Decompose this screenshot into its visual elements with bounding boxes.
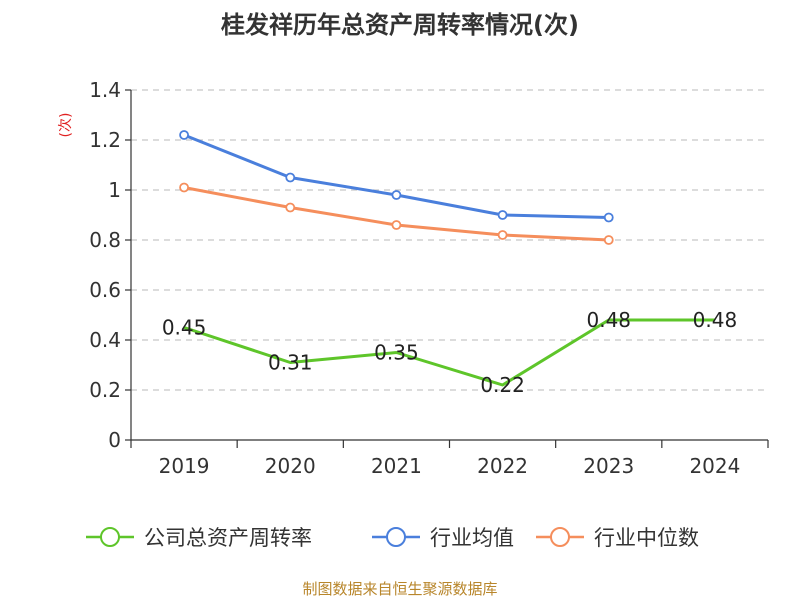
- x-tick-label: 2019: [159, 454, 210, 478]
- chart-title: 桂发祥历年总资产周转率情况(次): [221, 11, 579, 39]
- data-label-0-3: 0.22: [480, 373, 525, 397]
- legend-swatch-marker: [550, 527, 570, 547]
- source-note: 制图数据来自恒生聚源数据库: [302, 580, 497, 598]
- y-tick-label: 0.8: [89, 228, 121, 252]
- legend-item-1[interactable]: 行业均值: [372, 526, 514, 550]
- series-point-1-3: [497, 210, 508, 220]
- data-label-0-2: 0.35: [374, 341, 419, 365]
- legend-swatch-marker: [386, 527, 406, 547]
- data-label-0-0: 0.45: [162, 316, 207, 340]
- series-point-2-3: [497, 230, 508, 240]
- y-tick-label: 0.2: [89, 378, 121, 402]
- x-tick-label: 2024: [689, 454, 740, 478]
- series: [179, 130, 715, 387]
- series-point-2-4: [603, 235, 614, 245]
- legend-label: 行业均值: [430, 526, 514, 550]
- y-tick-label: 0.6: [89, 278, 121, 302]
- data-label-0-4: 0.48: [586, 308, 631, 332]
- y-tick-label: 1.4: [89, 78, 121, 102]
- y-tick-label: 1: [108, 178, 121, 202]
- series-point-1-0: [179, 130, 189, 140]
- legend-item-2[interactable]: 行业中位数: [536, 526, 699, 550]
- legend-item-0[interactable]: 公司总资产周转率: [86, 526, 312, 550]
- y-tick-label: 0.4: [89, 328, 121, 352]
- legend-swatch-marker: [100, 527, 120, 547]
- x-tick-label: 2023: [583, 454, 634, 478]
- grid: [131, 89, 768, 391]
- series-point-1-2: [391, 190, 402, 200]
- legend-label: 行业中位数: [594, 526, 699, 550]
- legend-label: 公司总资产周转率: [144, 526, 312, 550]
- series-point-1-1: [285, 172, 296, 183]
- x-tick-label: 2020: [265, 454, 316, 478]
- data-labels: 0.45 0.31 0.35 0.22 0.48 0.48: [162, 308, 737, 397]
- series-line-1: [183, 133, 609, 219]
- axes: 0 0.2 0.4 0.6 0.8 1 1.2 1.4 2019 2020 2021 2022 2023…: [89, 78, 769, 478]
- data-label-0-5: 0.48: [693, 308, 738, 332]
- y-axis-label: (次): [58, 113, 74, 138]
- y-tick-label: 0: [108, 428, 121, 452]
- series-line-0: [183, 318, 715, 387]
- x-tick-label: 2021: [371, 454, 422, 478]
- y-tick-label: 1.2: [89, 128, 121, 152]
- series-point-2-2: [391, 220, 402, 230]
- series-point-2-0: [179, 182, 189, 193]
- x-tick-label: 2022: [477, 454, 528, 478]
- series-point-1-4: [603, 212, 614, 223]
- data-label-0-1: 0.31: [268, 351, 313, 375]
- legend[interactable]: 公司总资产周转率 行业均值 行业中位数: [86, 526, 699, 550]
- series-point-2-1: [285, 202, 296, 213]
